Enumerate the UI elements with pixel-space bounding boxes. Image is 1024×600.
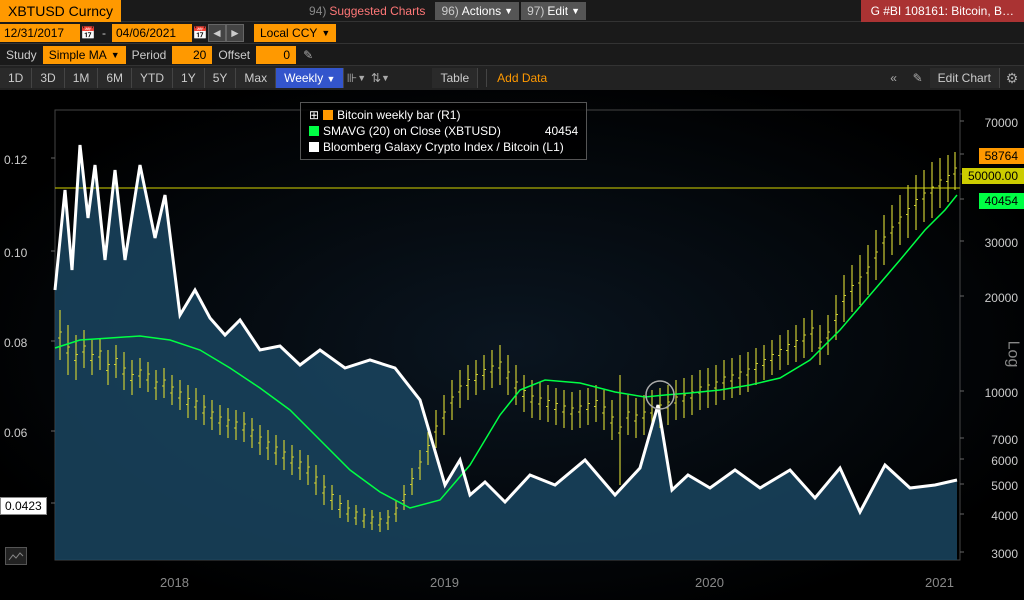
right-tick-3000: 3000	[985, 546, 1024, 562]
bar-icon: ⊞	[309, 108, 319, 122]
mini-chart-icon[interactable]	[5, 547, 27, 565]
study-label: Study	[0, 46, 43, 64]
timeframe-toolbar: 1D 3D 1M 6M YTD 1Y 5Y Max Weekly ▼ ⊪▼ ⇅▼…	[0, 66, 1024, 90]
period-label: Period	[126, 46, 173, 64]
right-tick-10000: 10000	[979, 385, 1024, 401]
left-tick-010: 0.10	[0, 245, 31, 261]
next-arrow[interactable]: ►	[226, 24, 244, 42]
actions-menu[interactable]: 96) Actions ▼	[435, 2, 519, 20]
swatch-green	[309, 126, 319, 136]
date-toolbar: 📅 - 📅 ◄ ► Local CCY ▼	[0, 22, 1024, 44]
chart-type-icon[interactable]: ⊪▼	[344, 67, 368, 89]
timeframe-6m[interactable]: 6M	[98, 68, 132, 88]
right-tick-5000: 5000	[985, 478, 1024, 494]
chart-area[interactable]: ⊞ Bitcoin weekly bar (R1) SMAVG (20) on …	[0, 90, 1024, 600]
date-dash: -	[96, 24, 112, 42]
prev-arrow[interactable]: ◄	[208, 24, 226, 42]
right-tick-58764: 58764	[979, 148, 1024, 164]
left-tick-0423: 0.0423	[0, 497, 47, 515]
start-date-input[interactable]	[0, 24, 80, 42]
pencil-icon[interactable]	[296, 44, 320, 66]
calendar-icon[interactable]: 📅	[192, 25, 208, 41]
pencil-icon[interactable]	[906, 67, 930, 89]
caret-down-icon: ▼	[504, 6, 513, 16]
timeframe-1m[interactable]: 1M	[65, 68, 99, 88]
x-tick-2019: 2019	[430, 575, 459, 590]
timeframe-max[interactable]: Max	[236, 68, 276, 88]
candlestick-icon[interactable]: ⇅▼	[368, 67, 392, 89]
period-input[interactable]: 20	[172, 46, 212, 64]
table-button[interactable]: Table	[432, 68, 478, 88]
edit-menu[interactable]: 97) Edit ▼	[521, 2, 586, 20]
x-tick-2021: 2021	[925, 575, 954, 590]
right-tick-40454: 40454	[979, 193, 1024, 209]
chart-svg	[0, 90, 1024, 600]
chart-title-right: G #BI 108161: Bitcoin, B…	[861, 0, 1024, 22]
study-toolbar: Study Simple MA ▼ Period 20 Offset 0	[0, 44, 1024, 66]
left-tick-008: 0.08	[0, 335, 31, 351]
caret-down-icon: ▼	[571, 6, 580, 16]
calendar-icon[interactable]: 📅	[80, 25, 96, 41]
timeframe-3d[interactable]: 3D	[32, 68, 64, 88]
timeframe-1y[interactable]: 1Y	[173, 68, 205, 88]
legend-row-bgci: Bloomberg Galaxy Crypto Index / Bitcoin …	[309, 139, 578, 155]
top-toolbar: XBTUSD Curncy 94) Suggested Charts 96) A…	[0, 0, 1024, 22]
gear-icon[interactable]	[1000, 67, 1024, 89]
legend-box: ⊞ Bitcoin weekly bar (R1) SMAVG (20) on …	[300, 102, 587, 160]
swatch-white	[309, 142, 319, 152]
caret-down-icon: ▼	[111, 50, 120, 60]
timeframe-1d[interactable]: 1D	[0, 68, 32, 88]
ticker-symbol[interactable]: XBTUSD Curncy	[0, 0, 121, 22]
legend-row-smavg: SMAVG (20) on Close (XBTUSD) 40454	[309, 123, 578, 139]
legend-row-bitcoin: ⊞ Bitcoin weekly bar (R1)	[309, 107, 578, 123]
currency-dropdown[interactable]: Local CCY ▼	[254, 24, 336, 42]
x-tick-2020: 2020	[695, 575, 724, 590]
right-tick-7000: 7000	[985, 432, 1024, 448]
caret-down-icon: ▼	[321, 28, 330, 38]
offset-input[interactable]: 0	[256, 46, 296, 64]
offset-label: Offset	[212, 46, 256, 64]
timeframe-5y[interactable]: 5Y	[205, 68, 237, 88]
right-tick-20000: 20000	[979, 290, 1024, 306]
suggested-charts-menu[interactable]: 94) Suggested Charts	[301, 2, 433, 20]
log-axis-label: Log	[1004, 341, 1022, 368]
right-tick-4000: 4000	[985, 508, 1024, 524]
right-tick-50000: 50000.00	[962, 168, 1024, 184]
right-tick-6000: 6000	[985, 453, 1024, 469]
left-tick-006: 0.06	[0, 425, 31, 441]
left-tick-012: 0.12	[0, 152, 31, 168]
right-tick-70000: 70000	[979, 115, 1024, 131]
end-date-input[interactable]	[112, 24, 192, 42]
timeframe-ytd[interactable]: YTD	[132, 68, 173, 88]
swatch-orange	[323, 110, 333, 120]
x-tick-2018: 2018	[160, 575, 189, 590]
study-dropdown[interactable]: Simple MA ▼	[43, 46, 126, 64]
edit-chart-button[interactable]: Edit Chart	[930, 68, 1000, 88]
right-tick-30000: 30000	[979, 235, 1024, 251]
add-data-button[interactable]: Add Data	[486, 69, 557, 87]
collapse-icon[interactable]: «	[882, 67, 906, 89]
timeframe-weekly[interactable]: Weekly ▼	[276, 68, 344, 88]
